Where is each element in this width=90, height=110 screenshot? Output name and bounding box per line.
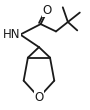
Text: HN: HN	[3, 28, 20, 41]
Text: O: O	[34, 91, 44, 104]
Text: O: O	[43, 4, 52, 17]
